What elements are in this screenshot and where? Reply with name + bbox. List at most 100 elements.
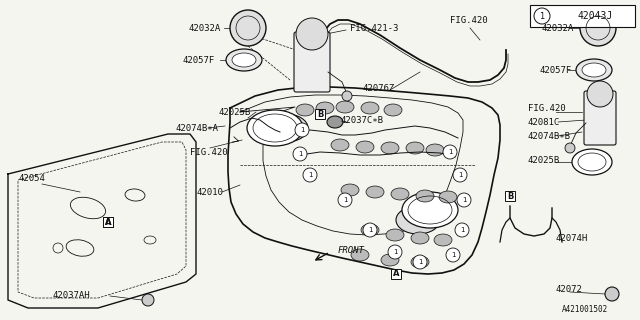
Ellipse shape	[232, 53, 256, 67]
Circle shape	[413, 255, 427, 269]
Text: 1: 1	[308, 172, 312, 178]
Circle shape	[443, 145, 457, 159]
Text: 42054: 42054	[18, 173, 45, 182]
Circle shape	[534, 8, 550, 24]
Circle shape	[142, 294, 154, 306]
Text: 42037C∗B: 42037C∗B	[340, 116, 383, 124]
Text: 42037AH: 42037AH	[52, 292, 90, 300]
Ellipse shape	[402, 192, 458, 228]
Text: 1: 1	[448, 149, 452, 155]
Text: 42043J: 42043J	[577, 11, 612, 21]
Ellipse shape	[439, 191, 457, 203]
Ellipse shape	[316, 102, 334, 114]
Text: 1: 1	[458, 172, 462, 178]
Ellipse shape	[264, 114, 308, 142]
Circle shape	[303, 168, 317, 182]
Ellipse shape	[411, 232, 429, 244]
Ellipse shape	[366, 186, 384, 198]
Ellipse shape	[381, 142, 399, 154]
Text: 42057F: 42057F	[182, 55, 214, 65]
Circle shape	[363, 223, 377, 237]
Circle shape	[342, 91, 352, 101]
Ellipse shape	[226, 49, 262, 71]
Ellipse shape	[391, 188, 409, 200]
FancyBboxPatch shape	[103, 217, 113, 227]
Ellipse shape	[582, 63, 606, 77]
Circle shape	[457, 193, 471, 207]
Ellipse shape	[406, 142, 424, 154]
Circle shape	[455, 223, 469, 237]
Ellipse shape	[426, 144, 444, 156]
Text: FIG.420: FIG.420	[190, 148, 228, 156]
Text: 1: 1	[298, 151, 302, 157]
Text: 1: 1	[460, 227, 464, 233]
FancyBboxPatch shape	[315, 109, 325, 119]
Circle shape	[230, 10, 266, 46]
Text: 1: 1	[540, 12, 545, 20]
Text: A: A	[105, 218, 111, 227]
Text: 42025B: 42025B	[528, 156, 560, 164]
Text: 1: 1	[461, 197, 467, 203]
Circle shape	[338, 193, 352, 207]
Ellipse shape	[247, 110, 303, 146]
Text: 42010: 42010	[196, 188, 223, 196]
Circle shape	[580, 10, 616, 46]
Text: B: B	[317, 109, 323, 118]
Ellipse shape	[381, 254, 399, 266]
Text: 42074B∗B: 42074B∗B	[528, 132, 571, 140]
Text: A421001502: A421001502	[562, 306, 608, 315]
Ellipse shape	[351, 249, 369, 261]
Text: 42032A: 42032A	[542, 23, 574, 33]
Text: B: B	[507, 191, 513, 201]
Ellipse shape	[356, 141, 374, 153]
Ellipse shape	[396, 206, 440, 234]
Ellipse shape	[386, 229, 404, 241]
Circle shape	[293, 147, 307, 161]
Text: FRONT: FRONT	[338, 245, 365, 254]
Ellipse shape	[411, 256, 429, 268]
FancyBboxPatch shape	[103, 217, 113, 227]
Circle shape	[565, 143, 575, 153]
Text: 42057F: 42057F	[540, 66, 572, 75]
Text: 42072: 42072	[555, 285, 582, 294]
Text: 42074H: 42074H	[556, 234, 588, 243]
Circle shape	[296, 18, 328, 50]
FancyBboxPatch shape	[391, 269, 401, 279]
Ellipse shape	[416, 190, 434, 202]
Text: 1: 1	[418, 259, 422, 265]
Circle shape	[446, 248, 460, 262]
Circle shape	[453, 168, 467, 182]
Circle shape	[605, 287, 619, 301]
Text: 42076Z: 42076Z	[362, 84, 394, 92]
Ellipse shape	[341, 184, 359, 196]
Text: A: A	[105, 218, 111, 227]
Text: FIG.421-3: FIG.421-3	[350, 23, 398, 33]
Text: 1: 1	[368, 227, 372, 233]
Text: FIG.420: FIG.420	[528, 103, 566, 113]
Bar	[530, 5, 635, 27]
Text: 42081C: 42081C	[528, 117, 560, 126]
Ellipse shape	[296, 104, 314, 116]
Ellipse shape	[331, 139, 349, 151]
Ellipse shape	[361, 224, 379, 236]
Text: 1: 1	[451, 252, 455, 258]
Text: 1: 1	[300, 127, 304, 133]
Ellipse shape	[361, 102, 379, 114]
Ellipse shape	[327, 116, 343, 128]
FancyBboxPatch shape	[294, 32, 330, 92]
Text: FIG.420: FIG.420	[450, 15, 488, 25]
Circle shape	[587, 81, 613, 107]
Ellipse shape	[384, 104, 402, 116]
Text: A: A	[393, 269, 399, 278]
Text: 1: 1	[343, 197, 348, 203]
Ellipse shape	[576, 59, 612, 81]
Circle shape	[295, 123, 309, 137]
Ellipse shape	[336, 101, 354, 113]
FancyBboxPatch shape	[505, 191, 515, 201]
FancyBboxPatch shape	[584, 91, 616, 145]
Circle shape	[388, 245, 402, 259]
Text: 42074B∗A: 42074B∗A	[175, 124, 218, 132]
Text: 1: 1	[393, 249, 397, 255]
Text: 42032A: 42032A	[188, 23, 220, 33]
Text: 42025B: 42025B	[218, 108, 250, 116]
